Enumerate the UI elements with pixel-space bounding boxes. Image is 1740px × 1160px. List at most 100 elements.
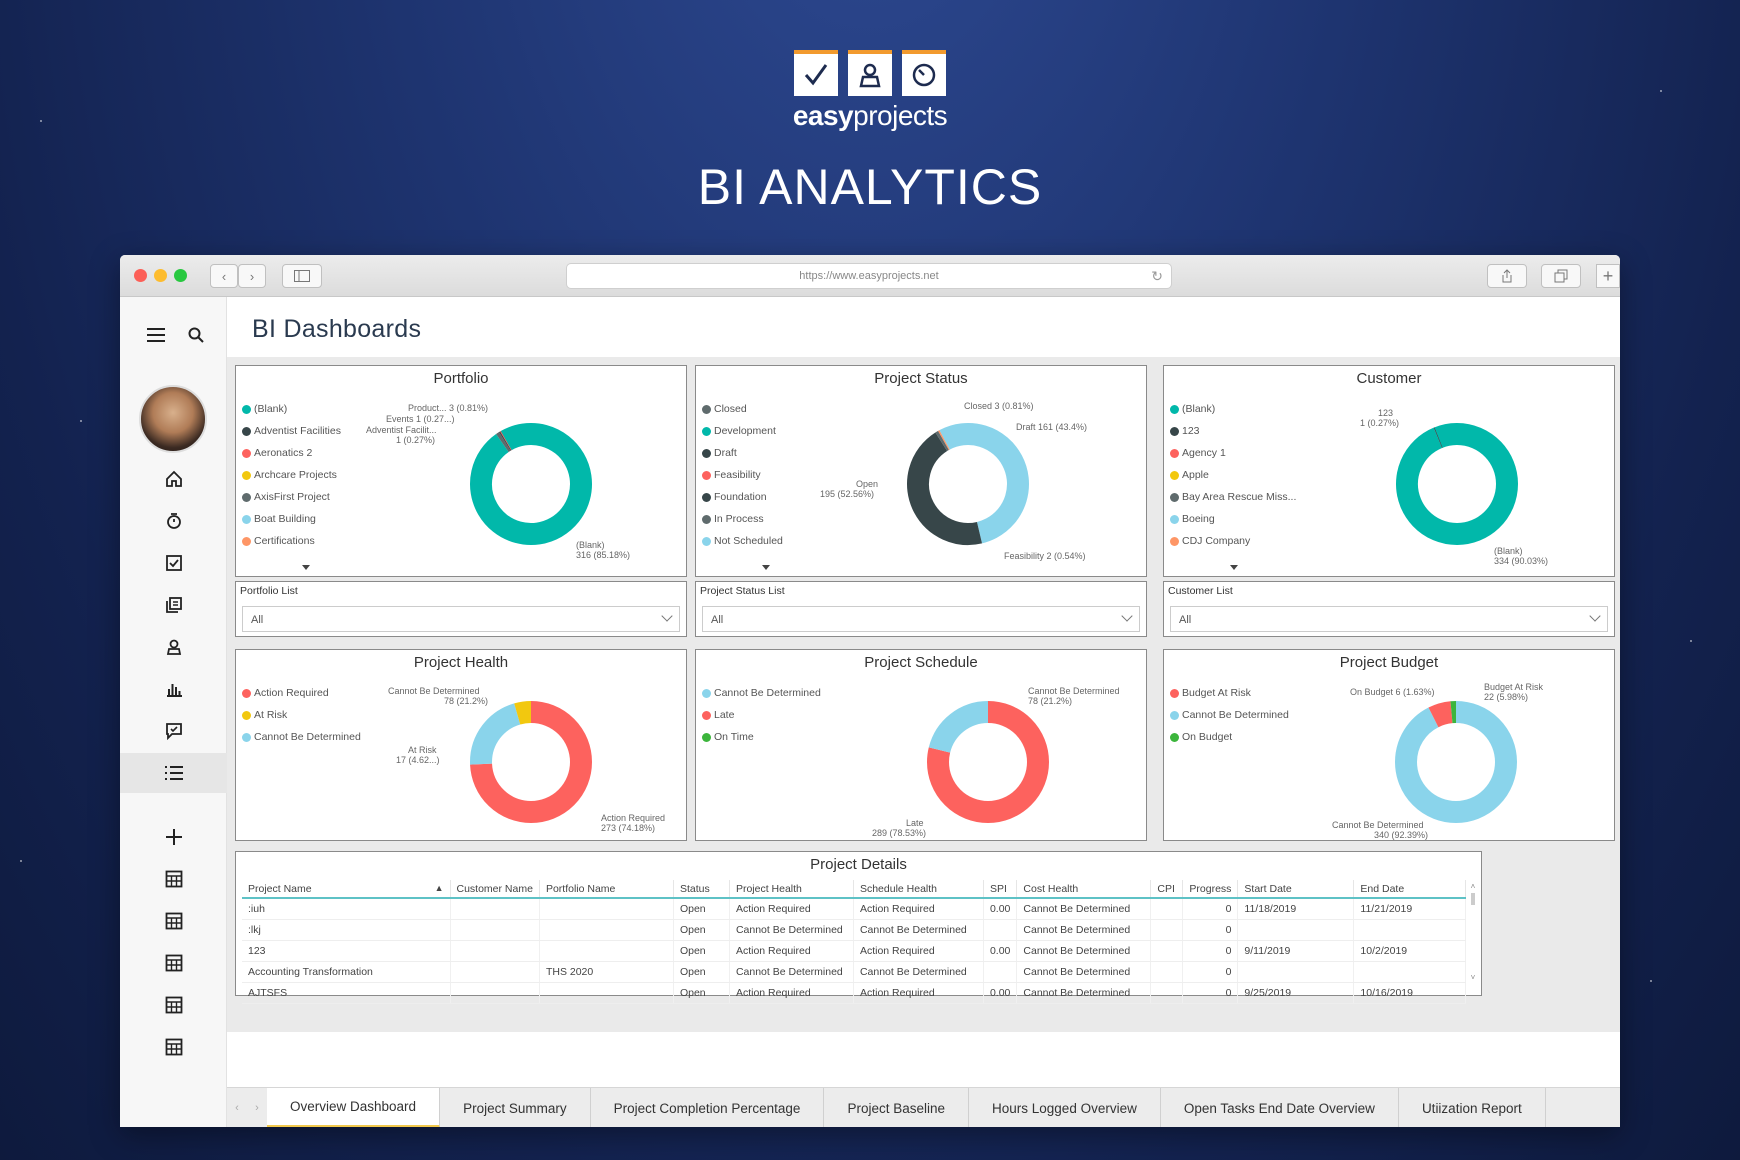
home-icon[interactable] [120, 459, 227, 499]
legend-item[interactable]: Budget At Risk [1170, 682, 1289, 704]
table-icon[interactable] [120, 985, 227, 1025]
column-header[interactable]: CPI [1150, 880, 1184, 899]
legend-item[interactable]: Adventist Facilities [242, 420, 341, 442]
project-status-chart[interactable]: Project Status Closed Development Draft … [695, 365, 1147, 577]
customer-dropdown[interactable]: All [1170, 606, 1608, 632]
table-row[interactable]: :iuh Open Action Required Action Required 0.… [242, 898, 1467, 920]
column-header[interactable]: Project Name ▲ [242, 880, 451, 899]
donut-slice[interactable] [927, 701, 1049, 823]
table-row[interactable]: 123 Open Action Required Action Required 0.0… [242, 940, 1467, 962]
project-status-dropdown[interactable]: All [702, 606, 1140, 632]
legend-item[interactable]: Development [702, 420, 783, 442]
legend-item[interactable]: Bay Area Rescue Miss... [1170, 486, 1296, 508]
checkbox-icon[interactable] [120, 543, 227, 583]
legend-item[interactable]: Agency 1 [1170, 442, 1296, 464]
donut-slice[interactable] [463, 416, 600, 553]
donut-slice[interactable] [1392, 419, 1522, 549]
column-header[interactable]: SPI [983, 880, 1018, 899]
tab-next-icon[interactable]: › [255, 1101, 259, 1114]
donut-slice[interactable] [1392, 419, 1522, 549]
tab-hours-logged-overview[interactable]: Hours Logged Overview [969, 1088, 1161, 1127]
new-tab-button[interactable]: + [1596, 264, 1620, 288]
column-header[interactable]: Portfolio Name [539, 880, 674, 899]
legend-item[interactable]: Archcare Projects [242, 464, 341, 486]
project-budget-chart[interactable]: Project Budget Budget At Risk Cannot Be … [1163, 649, 1615, 841]
reload-icon[interactable]: ↻ [1151, 268, 1163, 284]
donut-slice[interactable] [470, 701, 592, 823]
legend-item[interactable]: Cannot Be Determined [702, 682, 821, 704]
legend-item[interactable]: At Risk [242, 704, 361, 726]
legend-scroll-down-icon[interactable] [762, 565, 770, 570]
column-header[interactable]: Schedule Health [853, 880, 984, 899]
project-health-chart[interactable]: Project Health Action Required At Risk C… [235, 649, 687, 841]
column-header[interactable]: Status [673, 880, 730, 899]
legend-item[interactable]: Foundation [702, 486, 783, 508]
legend-item[interactable]: (Blank) [1170, 398, 1296, 420]
tab-prev-icon[interactable]: ‹ [235, 1101, 239, 1114]
portfolio-chart[interactable]: Portfolio (Blank) Adventist Facilities A… [235, 365, 687, 577]
donut-slice[interactable] [470, 701, 592, 823]
timer-icon[interactable] [120, 501, 227, 541]
legend-scroll-down-icon[interactable] [1230, 565, 1238, 570]
legend-scroll-down-icon[interactable] [302, 565, 310, 570]
tab-project-baseline[interactable]: Project Baseline [824, 1088, 970, 1127]
legend-item[interactable]: Feasibility [702, 464, 783, 486]
tab-overview-dashboard[interactable]: Overview Dashboard [267, 1088, 441, 1127]
address-bar[interactable]: https://www.easyprojects.net ↻ [566, 263, 1172, 289]
sort-ascending-icon[interactable]: ▲ [434, 882, 444, 893]
close-window-button[interactable] [134, 269, 147, 282]
customer-chart[interactable]: Customer (Blank) 123 Agency 1 Apple Bay … [1163, 365, 1615, 577]
legend-item[interactable]: Late [702, 704, 821, 726]
table-icon[interactable] [120, 1027, 227, 1067]
tab-project-summary[interactable]: Project Summary [440, 1088, 591, 1127]
legend-item[interactable]: CDJ Company [1170, 530, 1296, 552]
chat-icon[interactable] [120, 711, 227, 751]
table-scrollbar[interactable]: ˄ ˅ [1469, 882, 1477, 992]
legend-item[interactable]: On Time [702, 726, 821, 748]
plus-icon[interactable] [120, 817, 227, 857]
column-header[interactable]: Project Health [729, 880, 854, 899]
legend-item[interactable]: Closed [702, 398, 783, 420]
sidebar-toggle-button[interactable] [282, 264, 322, 288]
user-icon[interactable] [120, 627, 227, 667]
legend-item[interactable]: Boat Building [242, 508, 341, 530]
table-row[interactable]: Accounting Transformation THS 2020 Open Can… [242, 961, 1467, 983]
search-icon[interactable] [142, 315, 249, 355]
legend-item[interactable]: Not Scheduled [702, 530, 783, 552]
donut-slice[interactable] [463, 416, 600, 553]
legend-item[interactable]: Cannot Be Determined [1170, 704, 1289, 726]
legend-item[interactable]: On Budget [1170, 726, 1289, 748]
column-header[interactable]: Customer Name [450, 880, 540, 899]
legend-item[interactable]: Aeronatics 2 [242, 442, 341, 464]
list-icon[interactable] [120, 753, 227, 793]
back-button[interactable]: ‹ [210, 264, 238, 288]
table-icon[interactable] [120, 859, 227, 899]
legend-item[interactable]: In Process [702, 508, 783, 530]
column-header[interactable]: Progress [1182, 880, 1239, 899]
portfolio-dropdown[interactable]: All [242, 606, 680, 632]
donut-slice[interactable] [900, 416, 1035, 551]
project-schedule-chart[interactable]: Project Schedule Cannot Be Determined La… [695, 649, 1147, 841]
maximize-window-button[interactable] [174, 269, 187, 282]
column-header[interactable]: Cost Health [1016, 880, 1152, 899]
table-icon[interactable] [120, 901, 227, 941]
donut-slice[interactable] [1395, 701, 1517, 823]
column-header[interactable]: Start Date [1237, 880, 1355, 899]
minimize-window-button[interactable] [154, 269, 167, 282]
legend-item[interactable]: 123 [1170, 420, 1296, 442]
table-icon[interactable] [120, 943, 227, 983]
forward-button[interactable]: › [238, 264, 266, 288]
donut-slice[interactable] [900, 416, 1035, 551]
tab-open-tasks-end-date-overview[interactable]: Open Tasks End Date Overview [1161, 1088, 1399, 1127]
legend-item[interactable]: Cannot Be Determined [242, 726, 361, 748]
menu-icon[interactable] [120, 315, 209, 355]
avatar[interactable] [139, 385, 207, 453]
legend-item[interactable]: Boeing [1170, 508, 1296, 530]
legend-item[interactable]: (Blank) [242, 398, 341, 420]
table-row[interactable]: :lkj Open Cannot Be Determined Cannot Be De… [242, 919, 1467, 941]
bar-chart-icon[interactable] [120, 669, 227, 709]
legend-item[interactable]: Apple [1170, 464, 1296, 486]
tabs-overview-button[interactable] [1541, 264, 1581, 288]
legend-item[interactable]: Certifications [242, 530, 341, 552]
legend-item[interactable]: Action Required [242, 682, 361, 704]
